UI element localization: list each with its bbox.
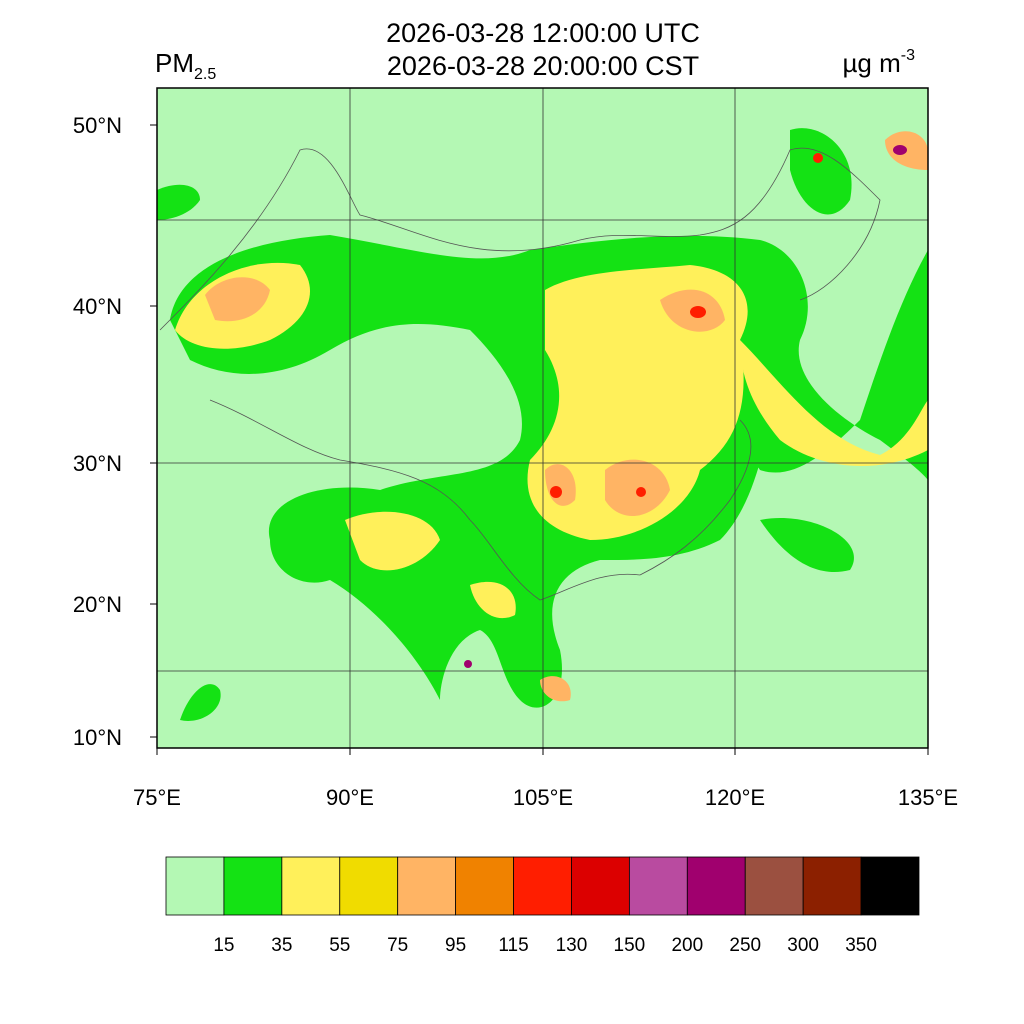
variable-name: PM [155,48,194,78]
colorbar-label: 95 [445,935,466,956]
colorbar-label: 115 [498,935,528,956]
lon-label: 75°E [133,785,181,810]
title-cst: 2026-03-28 20:00:00 CST [387,51,699,81]
colorbar-label: 15 [213,935,234,956]
unit-superscript: -3 [901,47,915,64]
variable-label: PM2.5 [155,48,216,83]
colorbar-label: 130 [556,935,588,956]
lat-label: 30°N [73,451,122,476]
colorbar-box [860,856,920,916]
map-area [157,88,928,748]
hotspot-purple [464,660,472,668]
colorbar-box [455,856,514,916]
plume-yellow-band [740,340,928,467]
lon-label: 90°E [326,785,374,810]
lat-label: 10°N [73,725,122,750]
colorbar: 15 35 55 75 95 115 130 150 200 250 300 350 [165,856,920,956]
plume-yellow-indochina [470,581,516,619]
lon-label: 105°E [513,785,573,810]
title-utc: 2026-03-28 12:00:00 UTC [386,18,700,48]
plume-green-ne [790,128,852,215]
variable-subscript: 2.5 [194,66,216,83]
colorbar-box [223,856,283,916]
lon-label: 120°E [705,785,765,810]
colorbar-box [339,856,399,916]
colorbar-box [744,856,804,916]
colorbar-box [628,856,688,916]
plume-green-west [157,184,200,220]
lat-label: 20°N [73,592,122,617]
border-south [209,399,641,601]
plume-orange-west [205,277,270,322]
colorbar-label: 55 [329,935,350,956]
plume-yellow [175,262,928,619]
unit-label: µg m-3 [842,47,915,78]
plume-green-east [760,518,854,572]
graticule [157,88,928,748]
plume-orange-central [605,459,670,517]
hotspot-purple-ne [893,145,907,155]
lat-label: 50°N [73,113,122,138]
hotspot-chengdu [550,486,562,498]
colorbar-label: 300 [787,935,819,956]
border-north [159,147,881,331]
colorbar-label: 75 [387,935,408,956]
borders [159,147,881,601]
colorbar-box [165,856,225,916]
plume-yellow-central [527,265,748,540]
colorbar-label: 350 [845,935,877,956]
lat-label: 40°N [73,294,122,319]
colorbar-box [281,856,341,916]
axis-ticks: 50°N 40°N 30°N 20°N 10°N 75°E 90°E 105°E 120°E 13… [73,113,958,810]
colorbar-label: 150 [614,935,646,956]
coast [639,419,752,576]
colorbar-box [513,856,572,916]
plume-green-sw [180,684,221,721]
hotspot-ne [813,153,823,163]
colorbar-box [571,856,630,916]
colorbar-label: 35 [271,935,292,956]
colorbar-label: 250 [729,935,761,956]
colorbar-box [686,856,746,916]
colorbar-box [397,856,457,916]
plume-red [550,153,823,498]
plume-orange-south [540,676,571,702]
colorbar-box [802,856,862,916]
lon-label: 135°E [898,785,958,810]
hotspot-central [636,487,646,497]
hotspot-beijing [690,306,706,318]
colorbar-label: 200 [671,935,703,956]
unit-name: µg m [842,48,900,78]
plume-yellow-south [345,511,440,571]
